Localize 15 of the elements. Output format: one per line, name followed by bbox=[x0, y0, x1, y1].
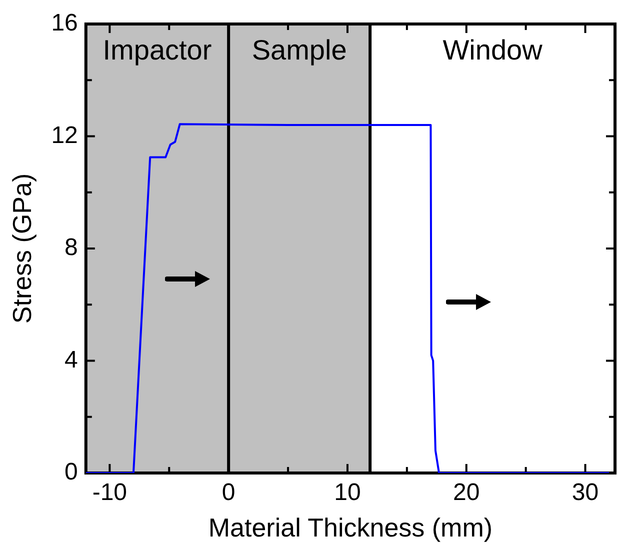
y-tick-label: 12 bbox=[51, 122, 78, 149]
x-tick-label: 0 bbox=[222, 479, 236, 506]
y-tick-label: 0 bbox=[64, 458, 78, 486]
y-tick-label: 4 bbox=[64, 346, 78, 374]
x-tick-label: 20 bbox=[453, 479, 480, 506]
band-label: Sample bbox=[252, 34, 347, 66]
x-axis-title: Material Thickness (mm) bbox=[208, 512, 493, 543]
x-tick-label: 30 bbox=[572, 479, 599, 506]
y-tick-label: 16 bbox=[51, 10, 78, 37]
x-tick-label: 10 bbox=[334, 479, 361, 506]
x-tick-label: -10 bbox=[92, 479, 128, 506]
y-tick-label: 8 bbox=[64, 234, 78, 262]
annotation: Window bbox=[442, 34, 544, 66]
y-axis-title: Stress (GPa) bbox=[6, 173, 37, 324]
band-label: Impactor bbox=[102, 34, 212, 66]
